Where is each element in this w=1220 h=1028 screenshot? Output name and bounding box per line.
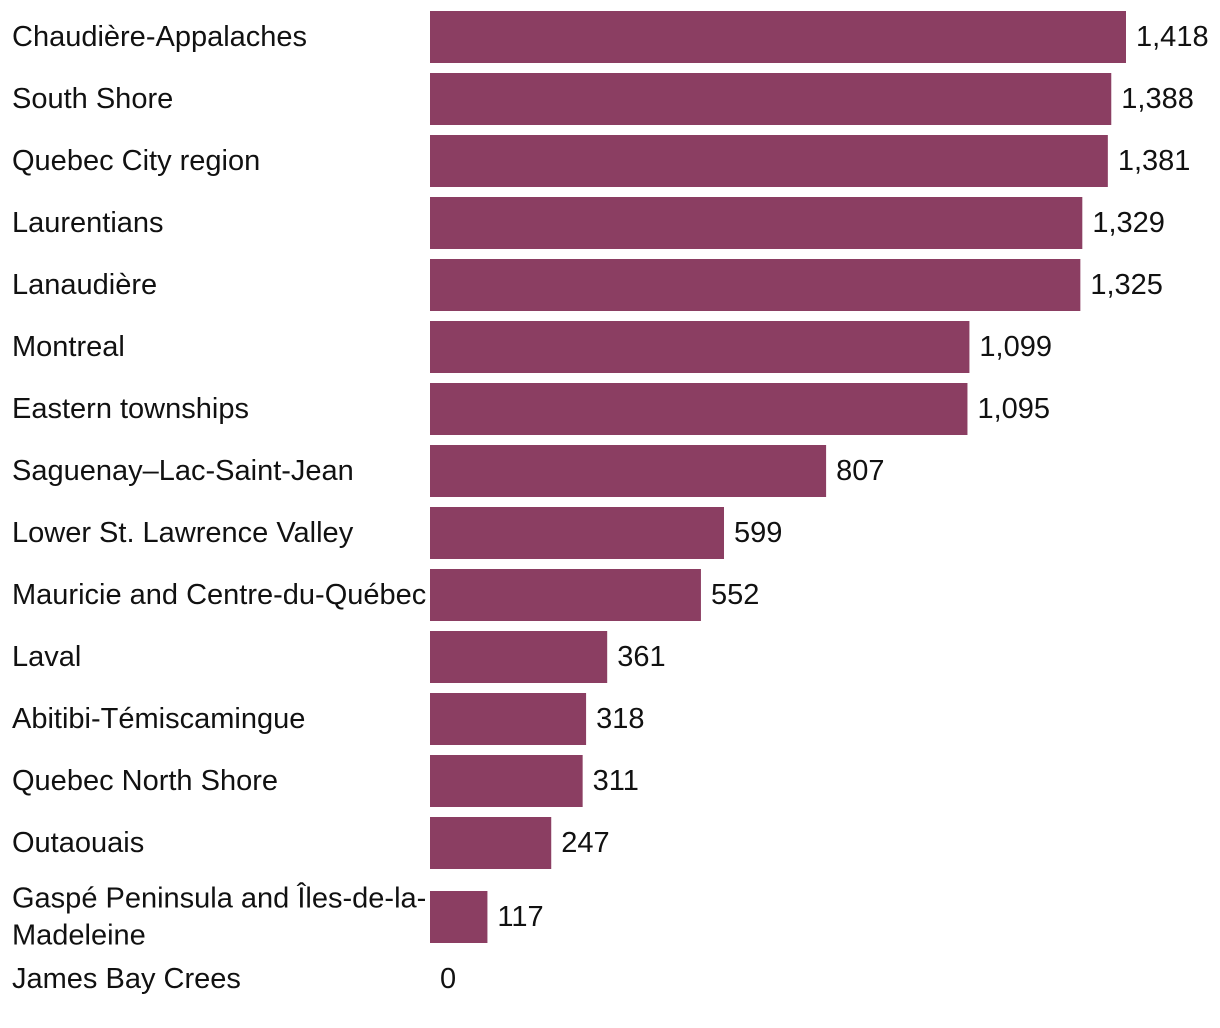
bar-8 — [430, 507, 725, 559]
category-label-7: Saguenay–Lac-Saint-Jean — [12, 455, 354, 487]
bar-13 — [430, 817, 552, 869]
value-label-4: 1,325 — [1090, 269, 1163, 301]
category-label-2: Quebec City region — [12, 145, 260, 177]
value-label-11: 318 — [596, 703, 644, 735]
value-label-12: 311 — [593, 765, 639, 797]
value-label-3: 1,329 — [1092, 207, 1165, 239]
bar-5 — [430, 321, 970, 373]
category-label-1: South Shore — [12, 83, 173, 115]
category-label-5: Montreal — [12, 331, 125, 363]
category-label-9: Mauricie and Centre-du-Québec — [12, 579, 426, 611]
value-label-2: 1,381 — [1118, 145, 1191, 177]
bar-4 — [430, 259, 1081, 311]
bar-7 — [430, 445, 827, 497]
bar-1 — [430, 73, 1112, 125]
value-label-0: 1,418 — [1136, 21, 1209, 53]
category-label-4: Lanaudière — [12, 269, 157, 301]
bar-6 — [430, 383, 968, 435]
category-label-15: James Bay Crees — [12, 963, 241, 995]
value-label-13: 247 — [561, 827, 609, 859]
value-label-8: 599 — [734, 517, 782, 549]
bar-0 — [430, 11, 1126, 63]
category-label-8: Lower St. Lawrence Valley — [12, 517, 354, 549]
value-label-14: 117 — [497, 901, 543, 933]
category-label-6: Eastern townships — [12, 393, 249, 425]
bar-14 — [430, 891, 488, 943]
bar-2 — [430, 135, 1108, 187]
bars-layer — [430, 11, 1126, 943]
value-label-1: 1,388 — [1121, 83, 1194, 115]
category-label-10: Laval — [12, 641, 81, 673]
value-label-5: 1,099 — [979, 331, 1052, 363]
category-label-12: Quebec North Shore — [12, 765, 278, 797]
category-label-3: Laurentians — [12, 207, 164, 239]
value-label-15: 0 — [440, 963, 456, 995]
value-label-9: 552 — [711, 579, 759, 611]
category-labels-layer: Chaudière-Appalaches South Shore Quebec Ci… — [12, 21, 426, 995]
category-label-14: Gaspé Peninsula and Îles-de-la-Madeleine — [12, 882, 426, 952]
value-label-7: 807 — [836, 455, 884, 487]
bar-3 — [430, 197, 1083, 249]
value-labels-layer: 1,418 1,388 1,381 1,329 1,325 1,099 1,095 807 59… — [440, 21, 1209, 995]
value-label-10: 361 — [617, 641, 665, 673]
value-label-6: 1,095 — [977, 393, 1050, 425]
category-label-11: Abitibi-Témiscamingue — [12, 703, 305, 735]
category-label-13: Outaouais — [12, 827, 144, 859]
bar-9 — [430, 569, 701, 621]
bar-10 — [430, 631, 608, 683]
bar-12 — [430, 755, 583, 807]
bar-11 — [430, 693, 587, 745]
category-label-0: Chaudière-Appalaches — [12, 21, 307, 53]
